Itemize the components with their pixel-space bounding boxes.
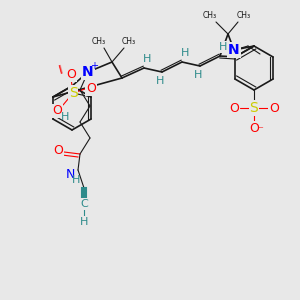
Text: O: O (66, 68, 76, 82)
Text: O: O (86, 82, 96, 95)
Text: O: O (53, 145, 63, 158)
Text: ⁻: ⁻ (257, 125, 263, 135)
Text: O: O (229, 101, 239, 115)
Text: H: H (61, 112, 69, 122)
Text: H: H (72, 175, 80, 185)
Text: O: O (249, 122, 259, 134)
Text: N: N (65, 167, 75, 181)
Text: C: C (80, 199, 88, 209)
Text: H: H (219, 42, 227, 52)
Text: H: H (181, 48, 189, 58)
Text: N: N (82, 65, 94, 79)
Text: S: S (69, 86, 77, 100)
Text: ‖: ‖ (58, 64, 64, 74)
Text: N: N (228, 43, 240, 57)
Text: S: S (250, 101, 258, 115)
Text: H: H (143, 54, 151, 64)
Text: CH₃: CH₃ (92, 38, 106, 46)
Text: +: + (90, 61, 98, 71)
Text: O: O (52, 104, 62, 118)
Text: H: H (80, 217, 88, 227)
Text: H: H (194, 70, 202, 80)
Text: CH₃: CH₃ (203, 11, 217, 20)
Text: O: O (269, 101, 279, 115)
Text: CH₃: CH₃ (122, 38, 136, 46)
Text: H: H (156, 76, 164, 86)
Text: CH₃: CH₃ (237, 11, 251, 20)
